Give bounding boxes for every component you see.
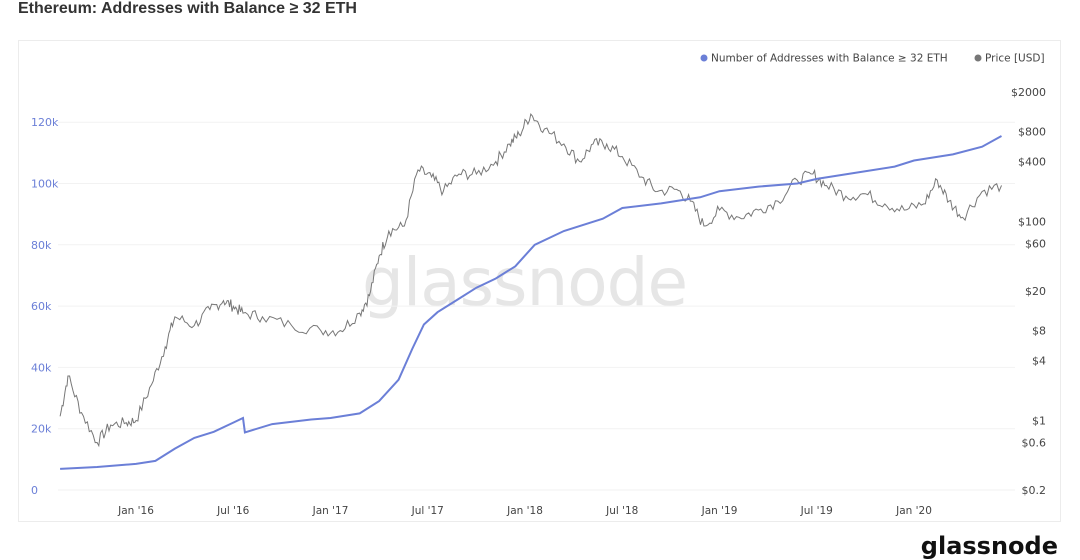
price-line: [59, 113, 1002, 448]
y-right-tick-label: $0.6: [1022, 437, 1047, 450]
addresses-line: [60, 135, 1002, 470]
y-right-tick-label: $2000: [1011, 86, 1046, 99]
x-tick-label: Jan '17: [312, 505, 349, 517]
x-tick-label: Jan '19: [701, 505, 738, 517]
y-right-tick-label: $400: [1018, 156, 1046, 169]
x-tick-label: Jul '16: [216, 505, 250, 517]
y-right-tick-label: $0.2: [1022, 484, 1047, 497]
logo-text: glassnode: [920, 532, 1058, 560]
legend: Number of Addresses with Balance ≥ 32 ET…: [700, 53, 1045, 65]
x-tick-label: Jul '18: [605, 505, 638, 517]
y-left-tick-label: 100k: [31, 178, 59, 191]
x-tick-label: Jan '18: [506, 505, 543, 517]
y-right-tick-label: $8: [1032, 325, 1046, 338]
y-right-tick-label: $60: [1025, 238, 1046, 251]
page-title: Ethereum: Addresses with Balance ≥ 32 ET…: [18, 0, 357, 17]
legend-label-price[interactable]: Price [USD]: [985, 53, 1045, 65]
y-left-tick-label: 60k: [31, 300, 52, 313]
y-left-tick-label: 20k: [31, 423, 52, 436]
y-right-tick-label: $1: [1032, 414, 1046, 427]
chart-card: [18, 40, 1061, 522]
y-left-tick-label: 120k: [31, 116, 59, 129]
x-tick-label: Jul '19: [800, 505, 833, 517]
y-left-tick-label: 0: [31, 484, 38, 497]
chart: Jan '16 Jul '16 Jan '17 Jul '17 Jan '18 Jul '…: [31, 53, 1047, 518]
legend-swatch-price: [974, 54, 982, 62]
y-right-tick-label: $4: [1032, 355, 1046, 368]
y-left-tick-label: 80k: [31, 239, 52, 252]
legend-swatch-addresses: [700, 54, 708, 62]
y-right-tick-label: $100: [1018, 215, 1046, 228]
x-tick-label: Jul '17: [411, 505, 444, 517]
legend-label-addresses[interactable]: Number of Addresses with Balance ≥ 32 ET…: [711, 53, 948, 65]
y-right-tick-label: $20: [1025, 285, 1046, 298]
x-tick-label: Jan '20: [895, 505, 932, 517]
glassnode-logo: glassnode: [921, 532, 1058, 560]
y-left-tick-label: 40k: [31, 361, 52, 374]
y-right-tick-label: $800: [1018, 126, 1046, 139]
x-tick-label: Jan '16: [117, 505, 154, 517]
